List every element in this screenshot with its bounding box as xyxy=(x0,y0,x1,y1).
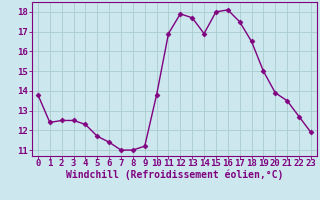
X-axis label: Windchill (Refroidissement éolien,°C): Windchill (Refroidissement éolien,°C) xyxy=(66,170,283,180)
